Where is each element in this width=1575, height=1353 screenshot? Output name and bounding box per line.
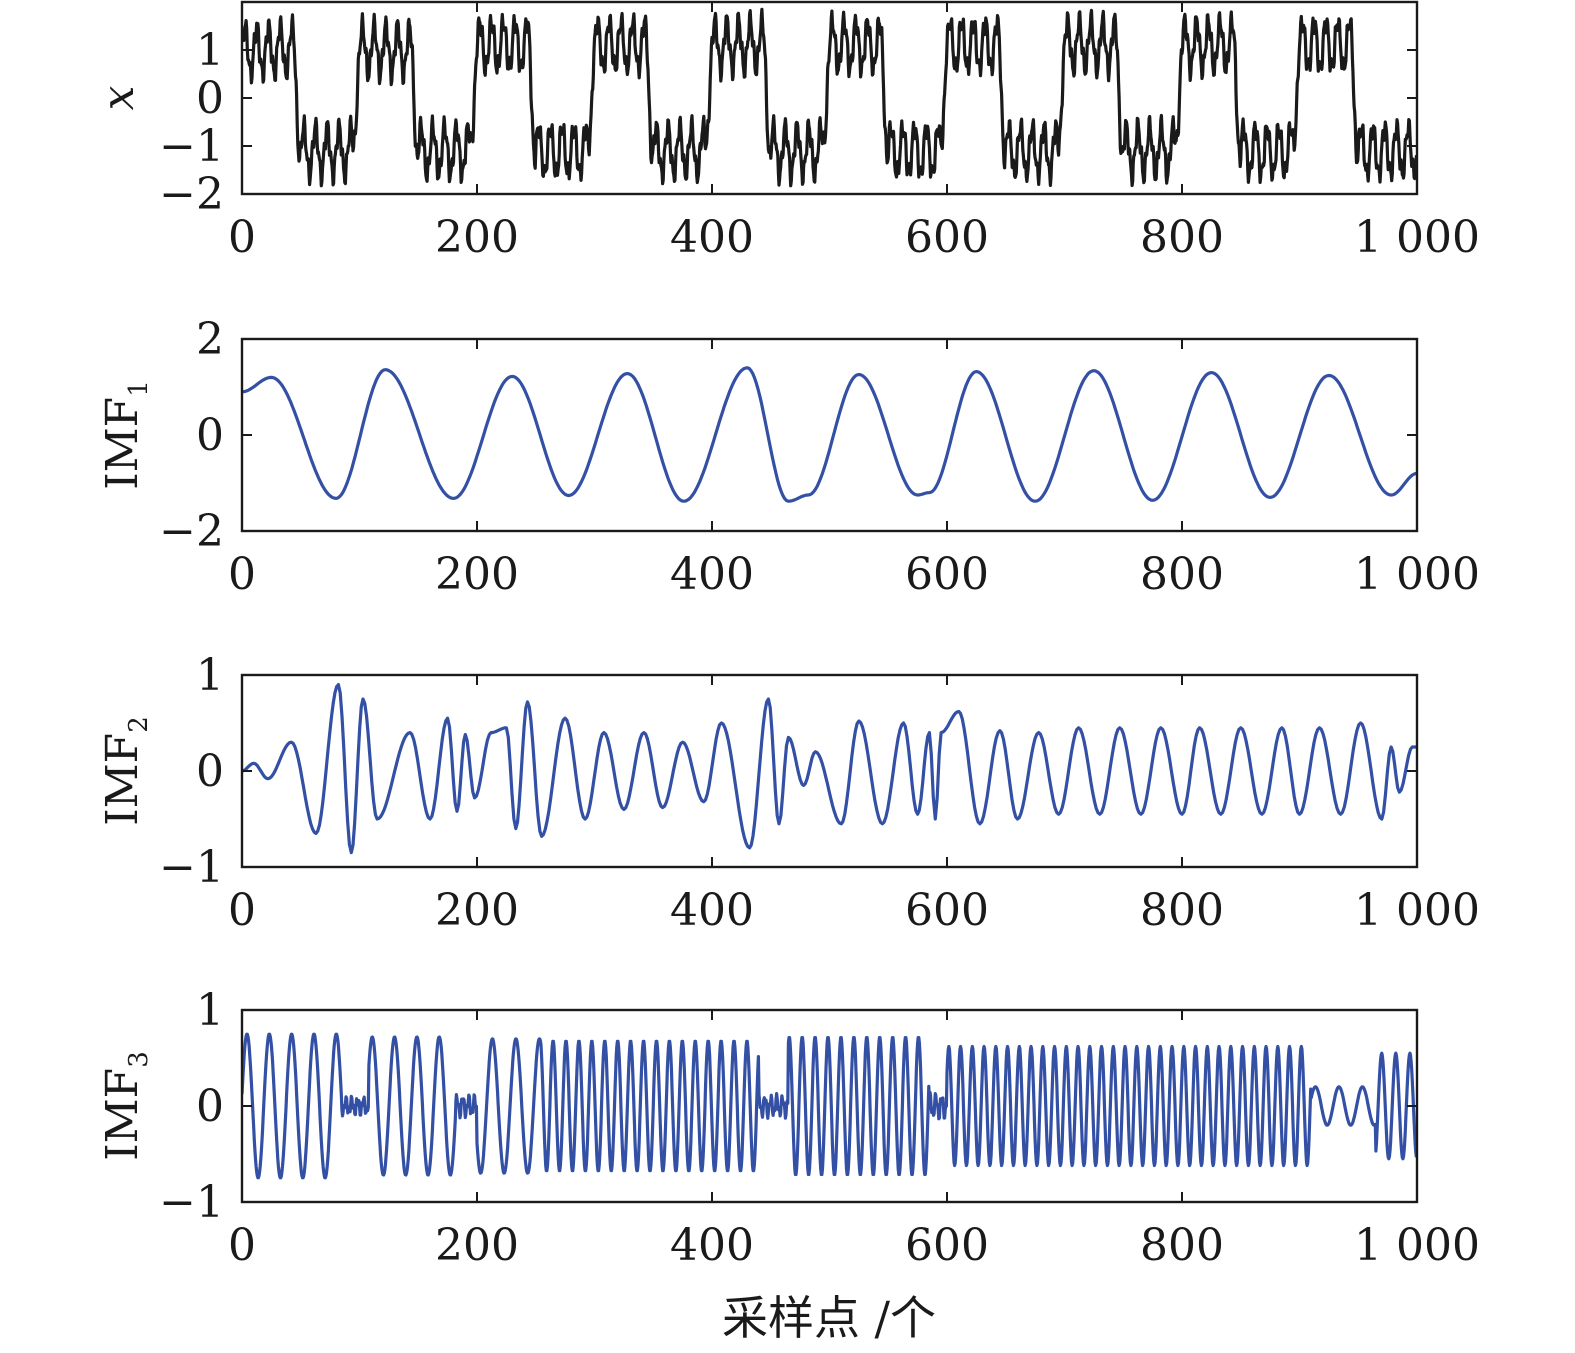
y-tick-label: 0 bbox=[196, 1081, 224, 1132]
x-tick-label: 800 bbox=[1140, 212, 1224, 263]
x-tick-label: 200 bbox=[435, 212, 519, 263]
x-tick-label: 800 bbox=[1140, 549, 1224, 600]
y-tick-label: 0 bbox=[196, 73, 224, 124]
x-tick-label: 200 bbox=[435, 1220, 519, 1271]
y-tick-label: 1 bbox=[196, 650, 224, 701]
y-tick-label: 0 bbox=[196, 410, 224, 461]
series-line-imf2 bbox=[242, 683, 1417, 855]
x-tick-label: 1 000 bbox=[1354, 549, 1480, 600]
y-tick-label: −2 bbox=[159, 506, 224, 557]
x-axis-label: 采样点 /个 bbox=[722, 1291, 936, 1345]
x-tick-label: 1 000 bbox=[1354, 212, 1480, 263]
y-tick-label: 1 bbox=[196, 985, 224, 1036]
y-axis-label-imf1: IMF1 bbox=[97, 380, 154, 490]
x-tick-label: 0 bbox=[228, 212, 256, 263]
x-tick-label: 400 bbox=[670, 212, 754, 263]
x-tick-label: 0 bbox=[228, 549, 256, 600]
x-tick-label: 600 bbox=[905, 549, 989, 600]
series-line-x bbox=[242, 7, 1417, 188]
y-tick-label: −2 bbox=[159, 169, 224, 220]
y-tick-label: 2 bbox=[196, 314, 224, 365]
y-tick-label: −1 bbox=[159, 842, 224, 893]
x-tick-label: 0 bbox=[228, 1220, 256, 1271]
x-tick-label: 600 bbox=[905, 1220, 989, 1271]
y-axis-label-x: x bbox=[93, 85, 144, 110]
x-tick-label: 1 000 bbox=[1354, 885, 1480, 936]
x-tick-label: 1 000 bbox=[1354, 1220, 1480, 1271]
y-tick-label: −1 bbox=[159, 121, 224, 172]
x-tick-label: 400 bbox=[670, 1220, 754, 1271]
x-tick-label: 600 bbox=[905, 212, 989, 263]
y-axis-label-imf2: IMF2 bbox=[97, 716, 154, 826]
x-tick-label: 0 bbox=[228, 885, 256, 936]
y-tick-label: 1 bbox=[196, 25, 224, 76]
x-tick-label: 200 bbox=[435, 885, 519, 936]
x-tick-label: 600 bbox=[905, 885, 989, 936]
x-tick-label: 800 bbox=[1140, 885, 1224, 936]
x-tick-label: 400 bbox=[670, 549, 754, 600]
y-tick-label: −1 bbox=[159, 1177, 224, 1228]
x-tick-label: 400 bbox=[670, 885, 754, 936]
y-tick-label: 0 bbox=[196, 746, 224, 797]
x-tick-label: 800 bbox=[1140, 1220, 1224, 1271]
series-line-imf3 bbox=[242, 1032, 1417, 1180]
x-tick-label: 200 bbox=[435, 549, 519, 600]
y-axis-label-imf3: IMF3 bbox=[97, 1051, 154, 1161]
series-line-imf1 bbox=[242, 366, 1417, 503]
